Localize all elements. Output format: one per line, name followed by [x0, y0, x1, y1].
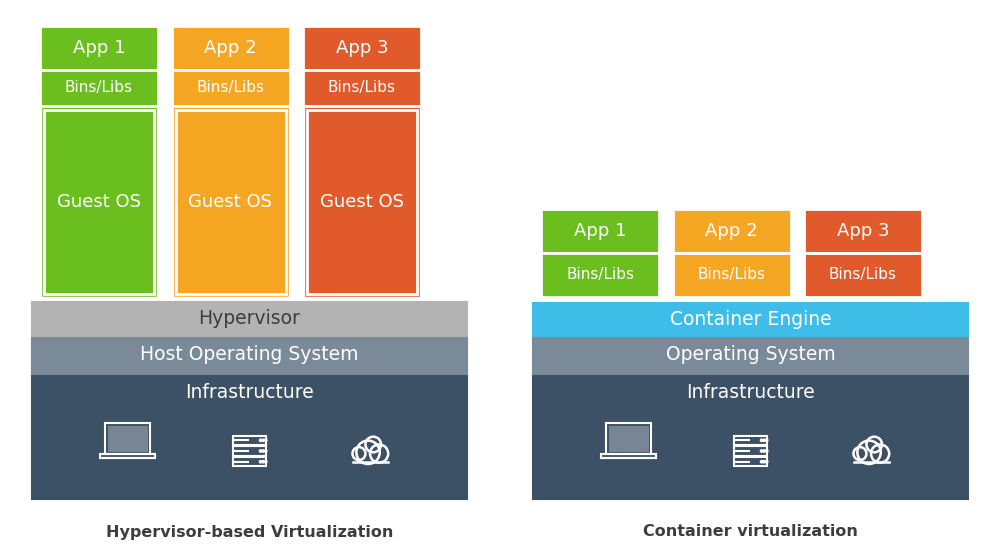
Circle shape	[262, 450, 264, 452]
Circle shape	[760, 460, 763, 463]
Bar	[541, 208, 659, 253]
Circle shape	[357, 442, 379, 463]
Bar	[609, 425, 649, 452]
Circle shape	[262, 439, 264, 442]
Bar	[533, 302, 968, 336]
Bar	[601, 454, 656, 458]
Bar	[40, 26, 158, 298]
Bar	[233, 457, 266, 466]
Bar	[303, 70, 421, 106]
Circle shape	[262, 460, 264, 463]
Circle shape	[259, 439, 262, 442]
Circle shape	[867, 438, 881, 452]
Text: Host Operating System: Host Operating System	[140, 346, 359, 365]
Bar	[108, 425, 148, 452]
Circle shape	[353, 448, 365, 459]
Text: Infrastructure: Infrastructure	[185, 382, 314, 402]
Bar	[734, 457, 767, 466]
Circle shape	[763, 439, 765, 442]
Bar	[32, 374, 467, 499]
Bar	[541, 253, 659, 296]
Bar	[172, 26, 290, 298]
Circle shape	[766, 450, 768, 452]
Text: App 2: App 2	[204, 39, 257, 57]
Text: Bins/Libs: Bins/Libs	[196, 80, 264, 95]
Circle shape	[854, 448, 866, 459]
Circle shape	[265, 439, 267, 442]
Text: Hypervisor-based Virtualization: Hypervisor-based Virtualization	[106, 525, 393, 540]
Bar	[303, 26, 421, 298]
Text: App 1: App 1	[73, 39, 125, 57]
Circle shape	[763, 460, 765, 463]
Bar	[672, 253, 790, 296]
Circle shape	[760, 450, 763, 452]
Text: App 2: App 2	[705, 222, 758, 239]
Circle shape	[766, 439, 768, 442]
Bar	[32, 336, 467, 374]
Bar	[233, 436, 266, 445]
Bar	[233, 447, 266, 455]
Text: Guest OS: Guest OS	[57, 193, 141, 211]
Text: Guest OS: Guest OS	[188, 193, 272, 211]
Text: Bins/Libs: Bins/Libs	[328, 80, 396, 95]
Text: Guest OS: Guest OS	[320, 193, 404, 211]
Circle shape	[760, 439, 763, 442]
Circle shape	[766, 460, 768, 463]
Text: Bins/Libs: Bins/Libs	[829, 267, 897, 282]
Text: Hypervisor: Hypervisor	[199, 309, 300, 329]
Bar	[176, 110, 286, 294]
Circle shape	[259, 460, 262, 463]
Bar	[672, 208, 790, 296]
Bar	[172, 70, 290, 106]
Bar	[303, 26, 421, 70]
Bar	[804, 208, 922, 296]
Circle shape	[265, 450, 267, 452]
Circle shape	[858, 442, 880, 463]
Text: Infrastructure: Infrastructure	[686, 382, 815, 402]
Bar	[734, 447, 767, 455]
Text: Bins/Libs: Bins/Libs	[566, 267, 634, 282]
Bar	[541, 208, 659, 296]
Circle shape	[366, 438, 380, 452]
Text: Container Engine: Container Engine	[670, 310, 831, 329]
Bar	[533, 336, 968, 374]
Text: Operating System: Operating System	[666, 346, 835, 365]
Bar	[606, 423, 651, 454]
Bar	[672, 208, 790, 253]
Text: App 3: App 3	[336, 39, 388, 57]
Bar	[100, 454, 155, 458]
Text: Container virtualization: Container virtualization	[643, 525, 858, 540]
Bar	[172, 26, 290, 70]
Text: App 3: App 3	[837, 222, 889, 239]
Circle shape	[265, 460, 267, 463]
Circle shape	[371, 445, 387, 462]
Text: Bins/Libs: Bins/Libs	[698, 267, 766, 282]
Bar	[804, 253, 922, 296]
Bar	[105, 423, 150, 454]
Bar	[44, 110, 154, 294]
Bar	[32, 302, 467, 336]
Bar	[804, 208, 922, 253]
Bar	[40, 70, 158, 106]
Bar	[307, 110, 417, 294]
Bar	[533, 374, 968, 499]
Circle shape	[872, 445, 888, 462]
Circle shape	[259, 450, 262, 452]
Bar	[40, 26, 158, 70]
Bar	[734, 436, 767, 445]
Circle shape	[763, 450, 765, 452]
Text: Bins/Libs: Bins/Libs	[65, 80, 133, 95]
Text: App 1: App 1	[574, 222, 626, 239]
